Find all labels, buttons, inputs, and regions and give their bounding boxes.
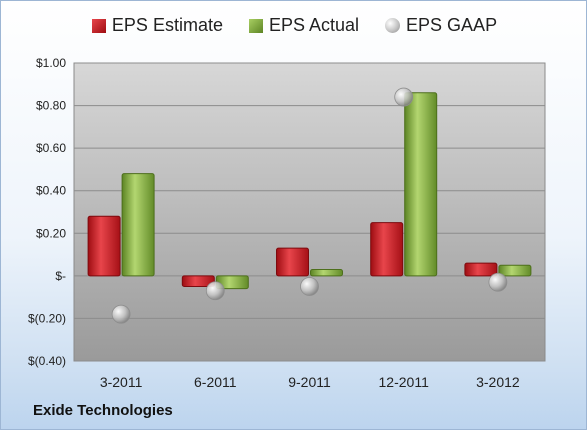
bar-eps-estimate <box>181 275 215 288</box>
y-tick-label: $0.60 <box>36 141 66 155</box>
legend-item-estimate: EPS Estimate <box>91 15 223 36</box>
legend-label-actual: EPS Actual <box>268 15 360 35</box>
bar-eps-estimate <box>464 262 498 277</box>
marker-eps-gaap <box>300 277 319 296</box>
gaap-markers <box>111 87 508 324</box>
x-tick-label: 12-2011 <box>379 374 430 390</box>
marker-eps-gaap <box>111 304 131 324</box>
bars <box>87 92 532 290</box>
legend-swatch-estimate <box>91 18 106 33</box>
legend-item-actual: EPS Actual <box>248 15 360 36</box>
marker-eps-gaap <box>394 87 414 107</box>
company-name: Exide Technologies <box>33 402 173 419</box>
legend-swatch-actual <box>248 18 263 33</box>
y-tick-label: $(0.40) <box>28 354 66 368</box>
bar-eps-actual <box>310 268 343 277</box>
x-tick-label: 6-2011 <box>194 374 237 390</box>
legend: EPS Estimate EPS Actual EPS GAAP <box>1 15 586 36</box>
marker-eps-gaap <box>205 281 225 301</box>
marker-eps-gaap <box>488 272 508 292</box>
y-tick-label: $0.20 <box>36 226 66 240</box>
bar-eps-estimate <box>87 215 121 277</box>
bar-eps-actual <box>498 264 532 277</box>
y-tick-label: $- <box>55 269 66 283</box>
x-tick-label: 9-2011 <box>288 374 331 390</box>
y-tick-label: $1.00 <box>36 56 66 70</box>
bar-eps-actual <box>121 173 155 277</box>
legend-label-gaap: EPS GAAP <box>406 15 498 35</box>
bar-eps-estimate <box>370 222 404 277</box>
x-tick-label: 3-2012 <box>476 374 520 390</box>
bar-eps-estimate <box>276 247 309 277</box>
y-tick-label: $0.40 <box>36 184 66 198</box>
bar-eps-actual <box>404 92 438 277</box>
y-tick-label: $0.80 <box>36 99 66 113</box>
x-axis-labels: 3-2011 6-2011 9-2011 12-2011 3-2012 <box>100 374 520 390</box>
y-axis-ticks: $(0.40) $(0.20) $- $0.20 $0.40 $0.60 $0.80 $1.0… <box>28 56 66 368</box>
x-tick-label: 3-2011 <box>100 374 143 390</box>
y-tick-label: $(0.20) <box>28 311 66 325</box>
legend-item-gaap: EPS GAAP <box>385 15 497 36</box>
legend-swatch-gaap <box>385 18 401 33</box>
legend-label-estimate: EPS Estimate <box>111 15 223 35</box>
